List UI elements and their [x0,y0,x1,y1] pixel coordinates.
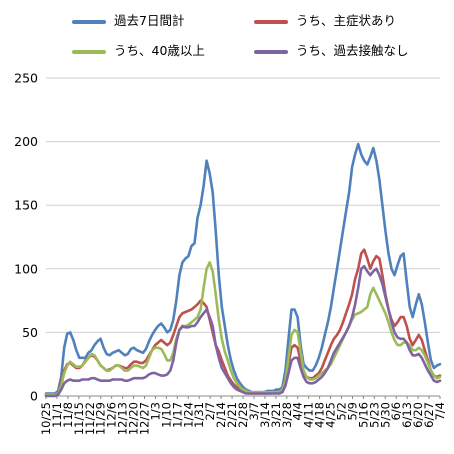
x-tick-label-21: 3/21 [269,402,283,428]
x-tick-label-36: 7/4 [433,402,447,421]
legend-swatch-3 [254,49,288,54]
x-tick-label-15: 2/7 [203,402,217,421]
x-tick-label-11: 1/10 [159,402,173,428]
x-tick-label-28: 5/9 [345,402,359,421]
x-tick-label-20: 3/14 [258,402,272,428]
x-tick-label-12: 1/17 [170,402,184,428]
x-tick-label-29: 5/16 [356,402,370,428]
x-tick-label-7: 12/13 [116,402,130,435]
x-tick-label-22: 3/28 [280,402,294,428]
legend-item-2: うち、40歳以上 [72,40,205,59]
x-tick-label-3: 11/15 [72,402,86,435]
x-tick-label-9: 12/27 [138,402,152,435]
x-tick-label-2: 11/8 [61,402,75,428]
x-tick-label-18: 2/28 [236,402,250,428]
x-tick-label-10: 1/3 [148,402,162,421]
y-tick-label-5: 250 [14,71,38,86]
x-tick-label-30: 5/23 [367,402,381,428]
x-tick-label-8: 12/20 [127,402,141,435]
legend-item-0: 過去7日間計 [72,10,184,29]
x-tick-label-14: 1/31 [192,402,206,428]
y-axis-ticks: 0 50 100 150 200 250 [14,71,38,404]
y-tick-label-0: 0 [30,389,38,404]
series-lines [44,142,442,398]
x-tick-label-35: 6/27 [422,402,436,428]
legend-item-1: うち、主症状あり [254,10,396,29]
legend-label-1: うち、主症状あり [296,13,397,28]
x-tick-label-13: 1/24 [181,402,195,428]
x-tick-label-25: 4/18 [313,402,327,428]
x-tick-label-19: 3/7 [247,402,261,421]
legend-swatch-2 [72,49,106,54]
x-tick-label-16: 2/14 [214,402,228,428]
legend-swatch-1 [254,19,288,24]
x-tick-label-23: 4/4 [291,402,305,421]
y-tick-label-2: 100 [14,261,38,276]
x-tick-label-31: 5/30 [378,402,392,428]
x-tick-label-4: 11/22 [83,402,97,435]
legend-label-2: うち、40歳以上 [114,43,205,58]
y-tick-label-3: 150 [14,198,38,213]
series-line-2 [44,261,442,397]
y-tick-label-4: 200 [14,134,38,149]
x-tick-label-33: 6/13 [400,402,414,428]
x-tick-label-0: 10/25 [39,402,53,435]
x-tick-label-6: 12/6 [105,402,119,428]
x-tick-label-24: 4/11 [302,402,316,428]
x-tick-label-32: 6/6 [389,402,403,421]
x-tick-label-5: 11/29 [94,402,108,435]
x-tick-label-26: 4/25 [324,402,338,428]
legend-swatch-0 [72,19,106,24]
series-line-1 [44,248,442,397]
legend-label-3: うち、過去接触なし [296,43,409,58]
x-tick-label-34: 6/20 [411,402,425,428]
x-tick-label-1: 11/1 [50,402,64,428]
x-tick-label-27: 5/2 [335,402,349,421]
legend-item-3: うち、過去接触なし [254,40,409,59]
legend-label-0: 過去7日間計 [114,13,185,28]
y-tick-label-1: 50 [22,325,38,340]
series-line-0 [44,142,442,395]
x-tick-label-17: 2/21 [225,402,239,428]
series-line-3 [44,264,442,398]
x-axis: 10/2511/111/811/1511/2211/2912/612/1312/… [39,396,447,435]
